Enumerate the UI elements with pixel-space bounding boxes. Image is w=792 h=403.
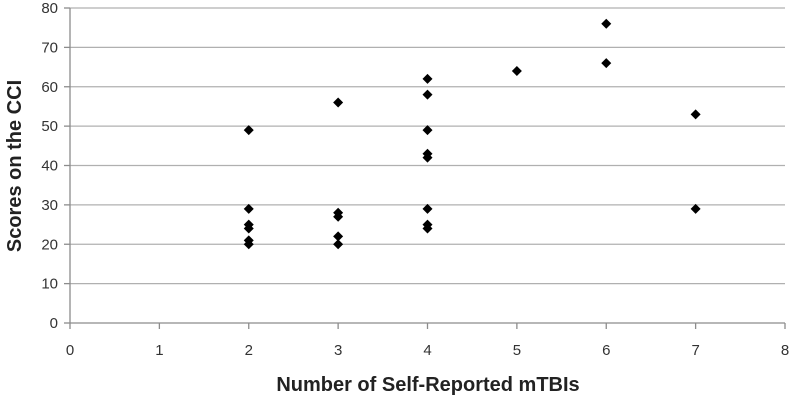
data-point — [690, 109, 701, 120]
x-tick-label: 3 — [334, 342, 342, 359]
y-tick-labels: 0 10 20 30 40 50 60 70 80 — [41, 0, 58, 332]
data-point — [333, 239, 344, 250]
y-axis-title: Scores on the CCI — [4, 80, 26, 252]
data-point — [601, 58, 612, 69]
data-point — [333, 97, 344, 108]
data-point — [422, 223, 433, 234]
y-tick-label: 30 — [41, 197, 58, 214]
x-tick-label: 0 — [66, 342, 74, 359]
x-tick-labels: 0 1 2 3 4 5 6 7 8 — [66, 342, 789, 359]
x-tick-label: 2 — [245, 342, 253, 359]
y-tick-label: 0 — [50, 315, 58, 332]
data-points — [243, 18, 701, 250]
data-point — [422, 89, 433, 100]
y-tick-label: 60 — [41, 79, 58, 96]
y-tick-label: 80 — [41, 0, 58, 17]
data-point — [333, 231, 344, 242]
data-point — [690, 203, 701, 214]
data-point — [422, 203, 433, 214]
y-tick-label: 70 — [41, 39, 58, 56]
y-tick-label: 50 — [41, 118, 58, 135]
axes — [64, 7, 786, 329]
data-point — [333, 211, 344, 222]
data-point — [243, 239, 254, 250]
data-point — [422, 152, 433, 163]
x-tick-label: 6 — [602, 342, 610, 359]
data-point — [511, 66, 522, 76]
data-point — [601, 18, 612, 29]
data-point — [243, 125, 254, 136]
data-point — [422, 73, 433, 84]
y-tick-label: 40 — [41, 158, 58, 175]
data-point — [243, 223, 254, 234]
y-tick-label: 20 — [41, 236, 58, 253]
x-tick-label: 4 — [423, 342, 431, 359]
x-tick-label: 7 — [691, 342, 699, 359]
y-tick-label: 10 — [41, 276, 58, 293]
x-tick-label: 8 — [781, 342, 789, 359]
x-tick-label: 5 — [513, 342, 521, 359]
data-point — [243, 203, 254, 214]
data-point — [422, 125, 433, 136]
x-axis-title: Number of Self-Reported mTBIs — [276, 374, 579, 396]
gridlines — [70, 7, 785, 285]
x-tick-label: 1 — [155, 342, 163, 359]
